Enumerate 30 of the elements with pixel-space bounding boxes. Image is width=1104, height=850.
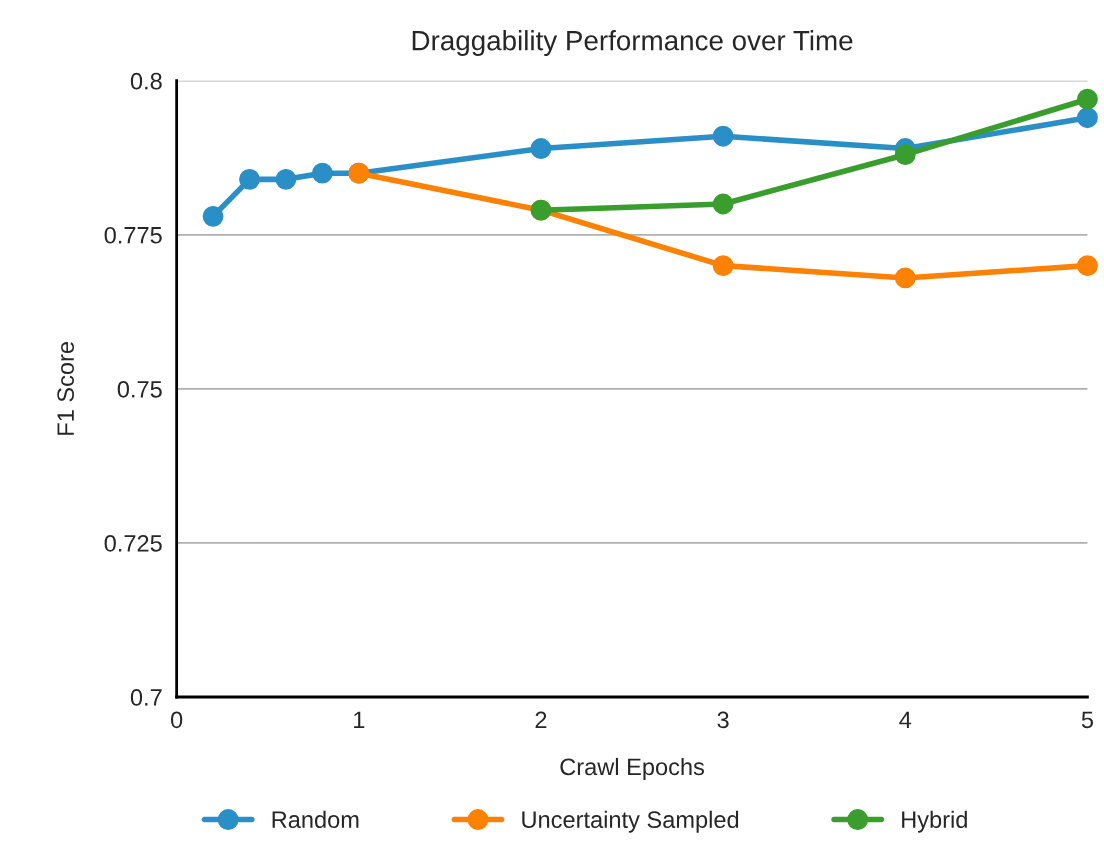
point: [275, 168, 297, 190]
point: [202, 205, 224, 227]
x-tick-label: 4: [899, 711, 912, 728]
y-tick-label: 0.775: [104, 226, 162, 244]
chart-title: Draggability Performance over Time: [412, 30, 853, 56]
y-tick-label: 0.75: [117, 380, 162, 398]
point: [712, 193, 734, 215]
point: [1077, 107, 1098, 129]
legend-label: Hybrid: [902, 810, 967, 833]
point: [1077, 255, 1098, 277]
point: [894, 267, 916, 289]
y-tick-label: 0.8: [130, 72, 162, 90]
x-tick-label: 0: [171, 711, 183, 729]
x-tick-label: 3: [717, 711, 729, 729]
point: [712, 125, 734, 147]
point: [894, 144, 916, 166]
point: [311, 162, 333, 184]
point: [530, 138, 552, 159]
x-tick-label: 2: [535, 711, 547, 728]
x-axis-title: Crawl Epochs: [560, 757, 705, 780]
point: [1077, 88, 1098, 110]
point: [239, 168, 260, 190]
y-tick-label: 0.725: [104, 535, 162, 552]
point: [712, 255, 734, 277]
x-tick-label: 1: [354, 711, 365, 728]
y-axis-title: F1 Score: [57, 342, 74, 435]
x-tick-label: 5: [1081, 711, 1094, 729]
legend-label: Uncertainty Sampled: [522, 810, 739, 833]
legend-label: Random: [272, 810, 359, 829]
y-tick-label: 0.7: [130, 689, 162, 706]
